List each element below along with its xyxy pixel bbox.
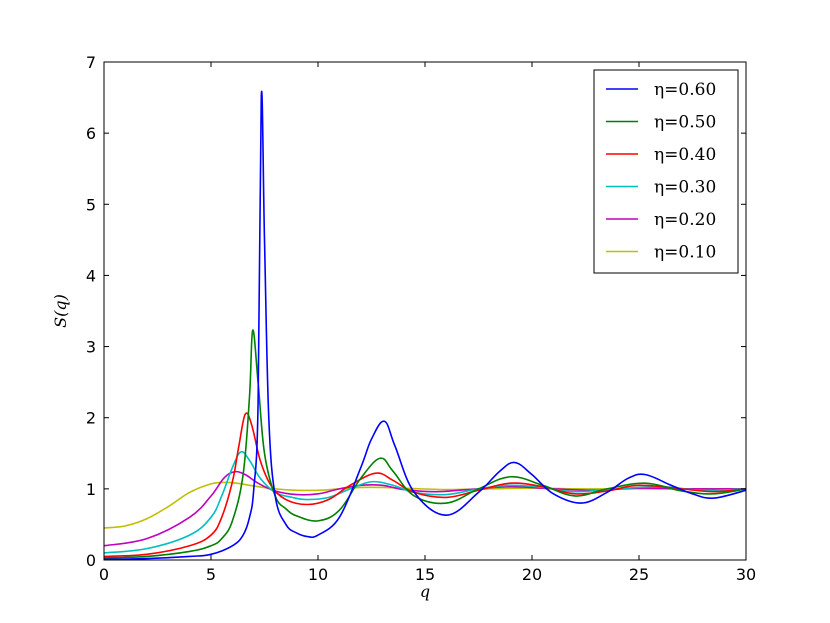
series-line-0	[104, 90, 746, 560]
y-tick-label: 6	[86, 124, 96, 143]
y-tick-label: 0	[86, 551, 96, 570]
x-tick-label: 10	[308, 565, 328, 584]
series-line-2	[104, 412, 746, 558]
x-tick-label: 15	[415, 565, 435, 584]
legend-label: η=0.40	[654, 145, 716, 165]
series-line-4	[104, 470, 746, 547]
legend-label: η=0.10	[654, 243, 716, 263]
legend-box	[593, 69, 739, 274]
y-tick-label: 7	[86, 53, 96, 72]
y-tick-label: 4	[86, 266, 96, 285]
series-line-3	[104, 450, 746, 554]
y-tick-label: 2	[86, 409, 96, 428]
legend: η=0.60 η=0.50 η=0.40 η=0.30 η=0.20 η=0.10	[593, 69, 739, 274]
legend-label: η=0.60	[654, 80, 716, 100]
x-tick-label: 5	[206, 565, 216, 584]
x-axis-ticks: 0 5 10 15 20 25 30	[99, 62, 756, 584]
y-axis-label: S(q)	[51, 294, 70, 328]
x-tick-label: 30	[736, 565, 756, 584]
x-tick-label: 25	[629, 565, 649, 584]
y-tick-label: 1	[86, 480, 96, 499]
series-layer	[104, 90, 746, 560]
legend-label: η=0.50	[654, 113, 716, 133]
x-tick-label: 20	[522, 565, 542, 584]
x-axis-label: q	[420, 582, 430, 601]
y-axis-ticks: 0 1 2 3 4 5 6 7	[86, 53, 746, 570]
y-tick-label: 5	[86, 195, 96, 214]
legend-label: η=0.30	[654, 178, 716, 198]
x-tick-label: 0	[99, 565, 109, 584]
legend-label: η=0.20	[654, 210, 716, 230]
series-line-5	[104, 481, 746, 529]
y-tick-label: 3	[86, 338, 96, 357]
series-line-1	[104, 329, 746, 559]
